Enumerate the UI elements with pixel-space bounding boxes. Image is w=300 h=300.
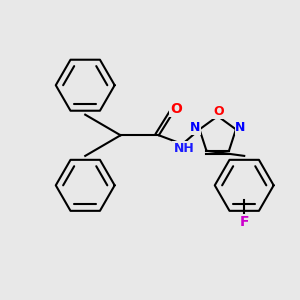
Text: NH: NH xyxy=(173,142,194,155)
Text: F: F xyxy=(239,215,249,229)
Text: O: O xyxy=(213,105,224,118)
Text: O: O xyxy=(171,102,182,116)
Text: N: N xyxy=(190,122,200,134)
Text: N: N xyxy=(235,122,245,134)
